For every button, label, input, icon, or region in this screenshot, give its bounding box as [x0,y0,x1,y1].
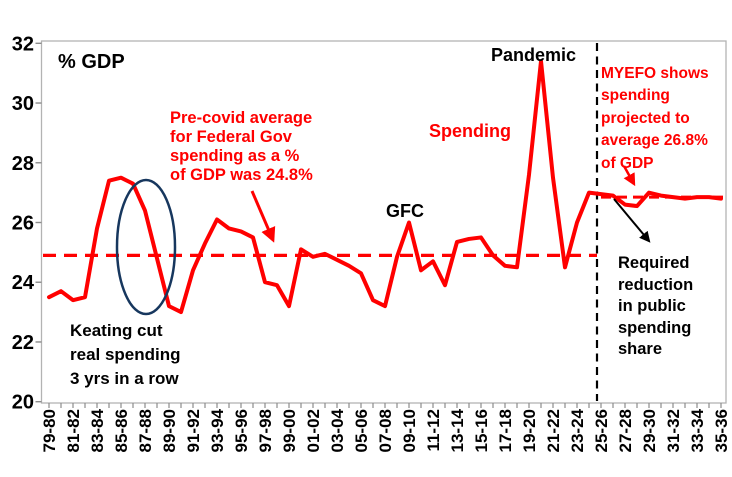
keating-highlight-ellipse [115,178,177,316]
myefo-line-3: projected to [601,110,690,127]
myefo-line-4: average 26.8% [601,132,708,149]
gfc-label: GFC [386,201,424,221]
precovid-line-4: of GDP was 24.8% [170,166,313,184]
myefo-line-5: of GDP [601,155,654,172]
myefo-annotation: MYEFO shows spending projected to averag… [601,65,709,172]
axes: 20 22 24 26 28 30 32 79-80 81-82 83-84 85-86 87-88 8… [12,33,731,452]
required-arrow [613,198,651,243]
x-axis-label: 79-80 [40,409,59,452]
x-axis-label: 09-10 [400,409,419,452]
x-axis-label: 83-84 [88,408,107,452]
myefo-arrow [622,165,636,187]
keating-line-2: real spending [70,345,181,364]
x-axis-label: 27-28 [616,409,635,452]
required-line-5: share [618,340,662,358]
precovid-arrow [250,190,276,243]
x-axis-label: 89-90 [160,409,179,452]
x-axis-label: 25-26 [592,409,611,452]
x-axis-label: 99-00 [280,409,299,452]
required-line-1: Required [618,254,690,272]
x-axis-label: 19-20 [520,409,539,452]
y-axis-label: 32 [12,33,34,55]
required-line-4: spending [618,319,691,337]
y-axis-label: 20 [12,392,34,414]
x-axis-label: 85-86 [112,409,131,452]
x-axis-label: 05-06 [352,409,371,452]
x-axis-label: 87-88 [136,409,155,452]
spending-line [47,59,723,315]
x-axis-label: 01-02 [304,409,323,452]
precovid-line-2: for Federal Gov [170,128,293,146]
series [47,59,723,315]
precovid-line-3: spending as a % [170,147,300,165]
x-axis-label: 93-94 [208,408,227,452]
keating-annotation: Keating cut real spending 3 yrs in a row [70,321,181,388]
x-axis-label: 23-24 [568,408,587,452]
x-axis-label: 33-34 [688,408,707,452]
x-axis-label: 07-08 [376,409,395,452]
x-axis-label: 17-18 [496,409,515,452]
precovid-line-1: Pre-covid average [170,109,312,127]
x-axis-label: 29-30 [640,409,659,452]
y-axis-label: 24 [12,272,35,294]
x-axis-label: 81-82 [64,409,83,452]
keating-line-3: 3 yrs in a row [70,369,179,388]
x-axis-label: 31-32 [664,409,683,452]
myefo-line-2: spending [601,87,670,104]
unit-label: % GDP [58,51,125,73]
keating-line-1: Keating cut [70,321,163,340]
x-axis-label: 13-14 [448,408,467,452]
myefo-line-1: MYEFO shows [601,65,709,82]
y-axis-label: 22 [12,332,34,354]
y-axis-label: 30 [12,93,34,115]
x-axis-label: 21-22 [544,409,563,452]
required-line-3: in public [618,297,686,315]
precovid-annotation: Pre-covid average for Federal Gov spendi… [170,109,313,184]
required-annotation: Required reduction in public spending sh… [618,254,693,358]
x-axis-label: 03-04 [328,408,347,452]
y-axis-label: 28 [12,153,34,175]
y-axis-label: 26 [12,213,34,235]
x-axis-label: 95-96 [232,409,251,452]
pandemic-label: Pandemic [491,45,576,65]
x-axis-label: 35-36 [712,409,731,452]
required-line-2: reduction [618,276,693,294]
spending-series-label: Spending [429,121,511,141]
x-axis-label: 97-98 [256,409,275,452]
x-axis-label: 11-12 [424,409,443,452]
x-axis-label: 15-16 [472,409,491,452]
plot-area-border [40,40,727,404]
x-axis-label: 91-92 [184,409,203,452]
